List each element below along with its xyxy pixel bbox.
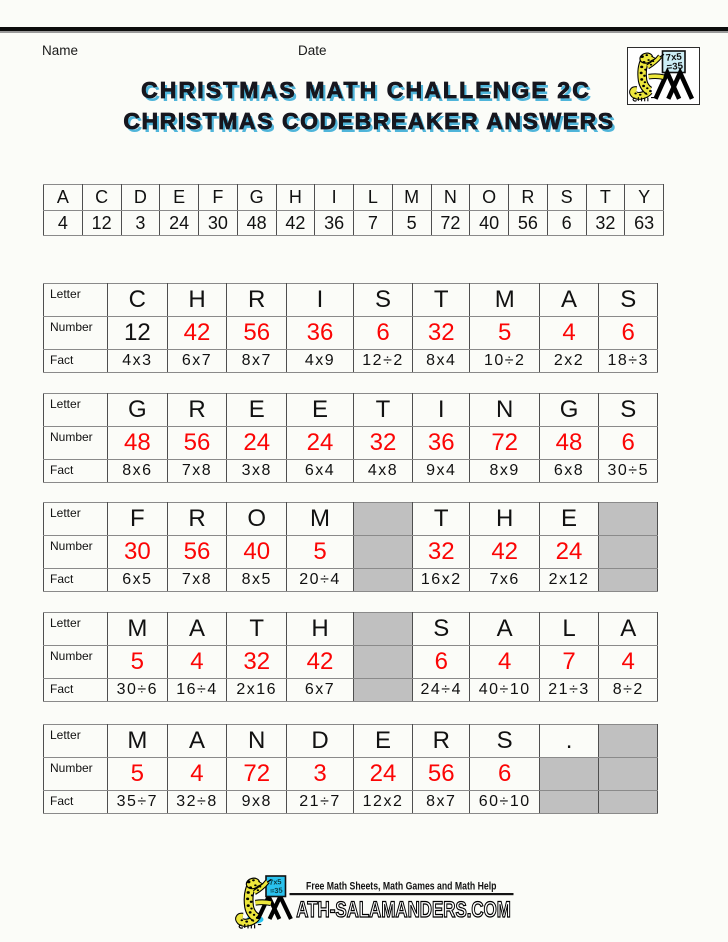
svg-text:7x5: 7x5 xyxy=(269,877,282,887)
svg-text:=35: =35 xyxy=(666,61,684,73)
svg-text:ATH-SALAMANDERS.COM: ATH-SALAMANDERS.COM xyxy=(296,897,511,922)
svg-text:=35: =35 xyxy=(270,886,283,896)
svg-text:Free Math Sheets, Math Games a: Free Math Sheets, Math Games and Math He… xyxy=(306,880,497,892)
svg-text:7x5: 7x5 xyxy=(665,51,683,63)
